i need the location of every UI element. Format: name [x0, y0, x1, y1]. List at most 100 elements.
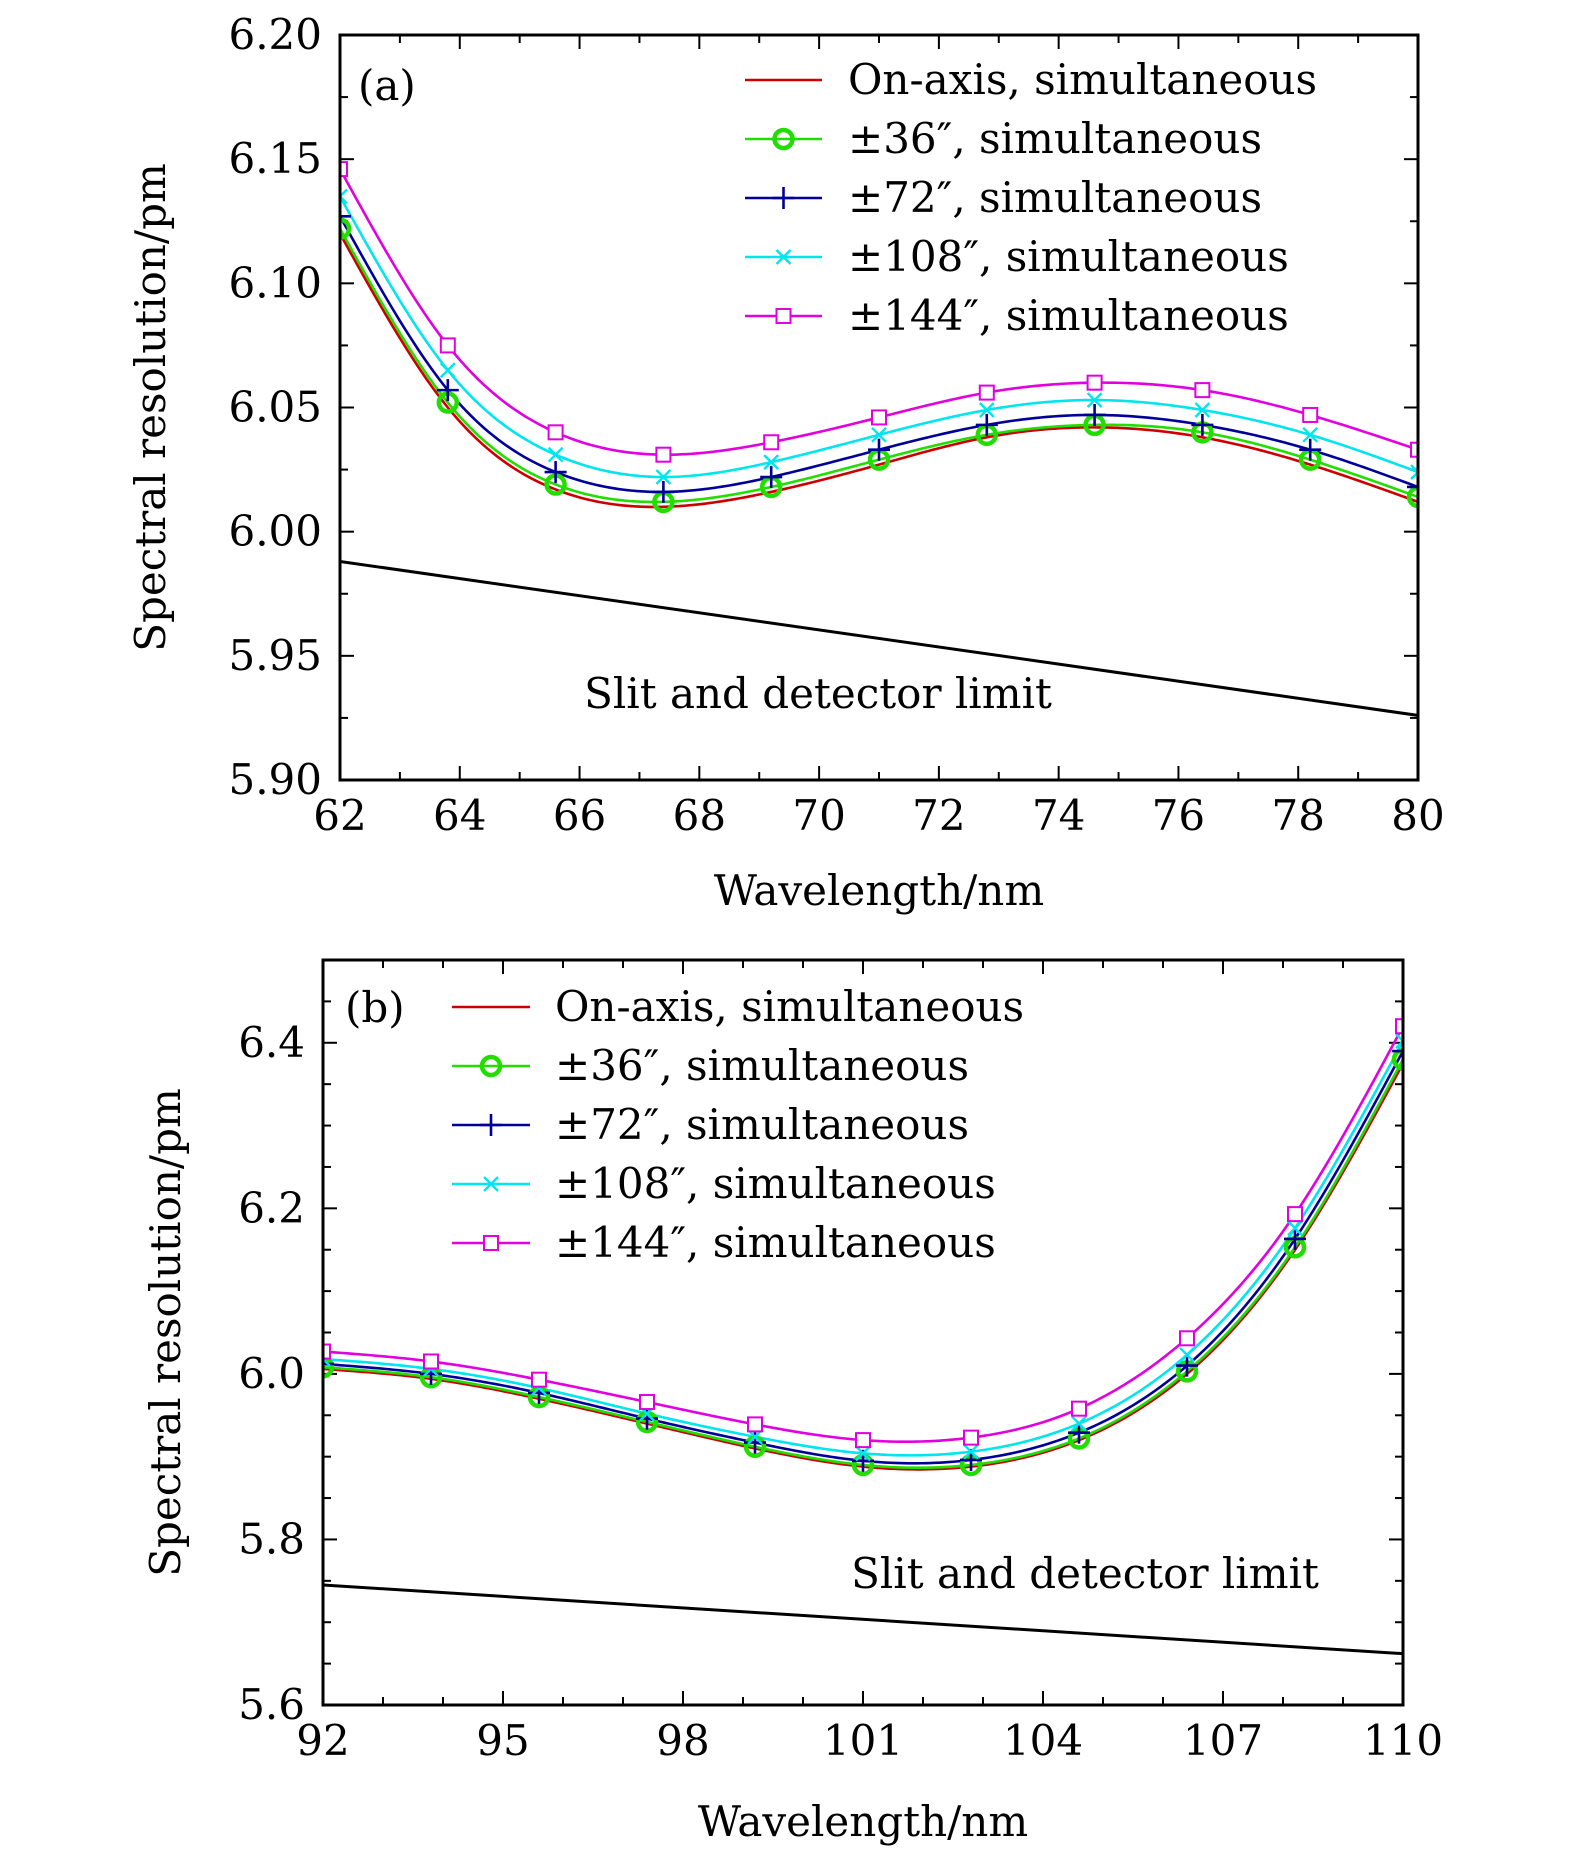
y-tick-label: 6.2: [238, 1183, 305, 1232]
limit-line: [323, 1583, 1403, 1656]
data-point: [423, 1353, 439, 1370]
square-marker: [1179, 1330, 1195, 1347]
square-marker: [1071, 1400, 1087, 1417]
data-point: [340, 161, 348, 178]
x-tick-label: 64: [433, 791, 486, 840]
data-point: [436, 379, 459, 402]
legend-label: ±144″, simultaneous: [555, 1218, 996, 1267]
x-marker-b: [763, 454, 780, 470]
square-marker: [978, 384, 995, 401]
circle-marker: [1391, 1048, 1403, 1071]
data-point: [1287, 1206, 1303, 1223]
legend-label: ±108″, simultaneous: [555, 1159, 996, 1208]
data-point: [871, 409, 887, 426]
limit-label: Slit and detector limit: [584, 669, 1052, 718]
x-marker-b: [1194, 402, 1211, 418]
square-marker: [439, 337, 456, 354]
data-point: [871, 426, 887, 443]
x-marker-b: [775, 249, 792, 265]
legend-label: On-axis, simultaneous: [848, 55, 1317, 104]
y-tick-label: 6.20: [228, 10, 322, 59]
x-marker-b: [1071, 1415, 1087, 1432]
circle-marker: [323, 1356, 335, 1379]
legend-label: ±72″, simultaneous: [555, 1100, 969, 1149]
series-markers-3: [340, 188, 1418, 485]
x-tick-label: 72: [912, 791, 965, 840]
data-point: [868, 438, 890, 461]
data-point: [531, 1371, 547, 1388]
x-marker-b: [655, 469, 672, 485]
y-tick-label: 6.15: [228, 134, 322, 183]
data-point: [1086, 374, 1103, 391]
y-tick-label: 6.10: [228, 258, 322, 307]
data-point: [763, 454, 780, 470]
data-point: [963, 1443, 979, 1460]
data-point: [1410, 441, 1418, 458]
square-marker: [775, 308, 792, 324]
series-markers-2: [340, 205, 1418, 503]
legend-item: On-axis, simultaneous: [452, 982, 1024, 1031]
x-marker-a: [340, 194, 348, 205]
y-tick-label: 6.4: [238, 1018, 305, 1067]
legend-item: ±108″, simultaneous: [745, 232, 1289, 281]
limit-line: [340, 559, 1418, 717]
data-point: [655, 469, 672, 485]
x-tick-label: 104: [1003, 1716, 1083, 1765]
data-point: [323, 1343, 331, 1360]
x-tick-label: 80: [1391, 791, 1444, 840]
circle-marker: [479, 1054, 503, 1078]
x-marker-b: [871, 426, 887, 443]
x-marker-b: [1395, 1039, 1403, 1049]
data-point: [1299, 438, 1322, 461]
x-tick-label: 68: [673, 791, 726, 840]
square-marker: [483, 1235, 499, 1251]
legend-swatch-marker: [775, 249, 792, 265]
x-axis-label: Wavelength/nm: [698, 1797, 1028, 1846]
x-marker-b: [963, 1443, 979, 1460]
series-markers-4: [340, 161, 1418, 463]
data-point: [1086, 392, 1103, 408]
data-point: [978, 384, 995, 401]
data-point: [1395, 1018, 1403, 1035]
square-marker: [547, 424, 564, 441]
x-axis-label: Wavelength/nm: [714, 866, 1044, 915]
data-point: [1302, 406, 1319, 423]
legend-swatch-marker: [483, 1235, 499, 1251]
x-marker-a: [323, 1357, 331, 1367]
data-point: [855, 1432, 871, 1449]
data-point: [323, 1352, 334, 1375]
legend-swatch-marker: [479, 1054, 503, 1078]
square-marker: [1302, 406, 1319, 423]
legend-label: ±108″, simultaneous: [848, 232, 1289, 281]
y-axis-label: Spectral resolution/pm: [126, 163, 175, 652]
x-marker-b: [978, 402, 995, 418]
legend-label: ±72″, simultaneous: [848, 173, 1262, 222]
x-marker-b: [340, 188, 348, 199]
legend: On-axis, simultaneous ±36″, simultaneous ±…: [745, 55, 1317, 340]
data-point: [975, 413, 998, 436]
x-marker-a: [1395, 1033, 1403, 1043]
legend-label: ±36″, simultaneous: [848, 114, 1262, 163]
data-point: [1083, 403, 1106, 426]
y-tick-label: 5.8: [238, 1514, 305, 1563]
data-point: [655, 446, 672, 463]
data-point: [963, 1429, 979, 1446]
legend-swatch-marker: [483, 1176, 499, 1192]
legend-item: On-axis, simultaneous: [745, 55, 1317, 104]
x-tick-label: 95: [476, 1716, 529, 1765]
x-tick-label: 62: [313, 791, 366, 840]
legend-item: ±36″, simultaneous: [452, 1041, 969, 1090]
square-marker: [1410, 441, 1418, 458]
x-marker-b: [1410, 470, 1418, 480]
x-tick-label: 70: [792, 791, 845, 840]
data-point: [1407, 475, 1418, 498]
data-point: [1176, 1354, 1198, 1377]
square-marker: [323, 1343, 331, 1360]
x-marker-b: [1302, 426, 1319, 443]
x-marker-b: [439, 362, 456, 379]
data-point: [1068, 1421, 1090, 1444]
legend-swatch-marker: [775, 308, 792, 324]
data-point: [340, 217, 352, 240]
legend-item: ±72″, simultaneous: [745, 173, 1262, 222]
